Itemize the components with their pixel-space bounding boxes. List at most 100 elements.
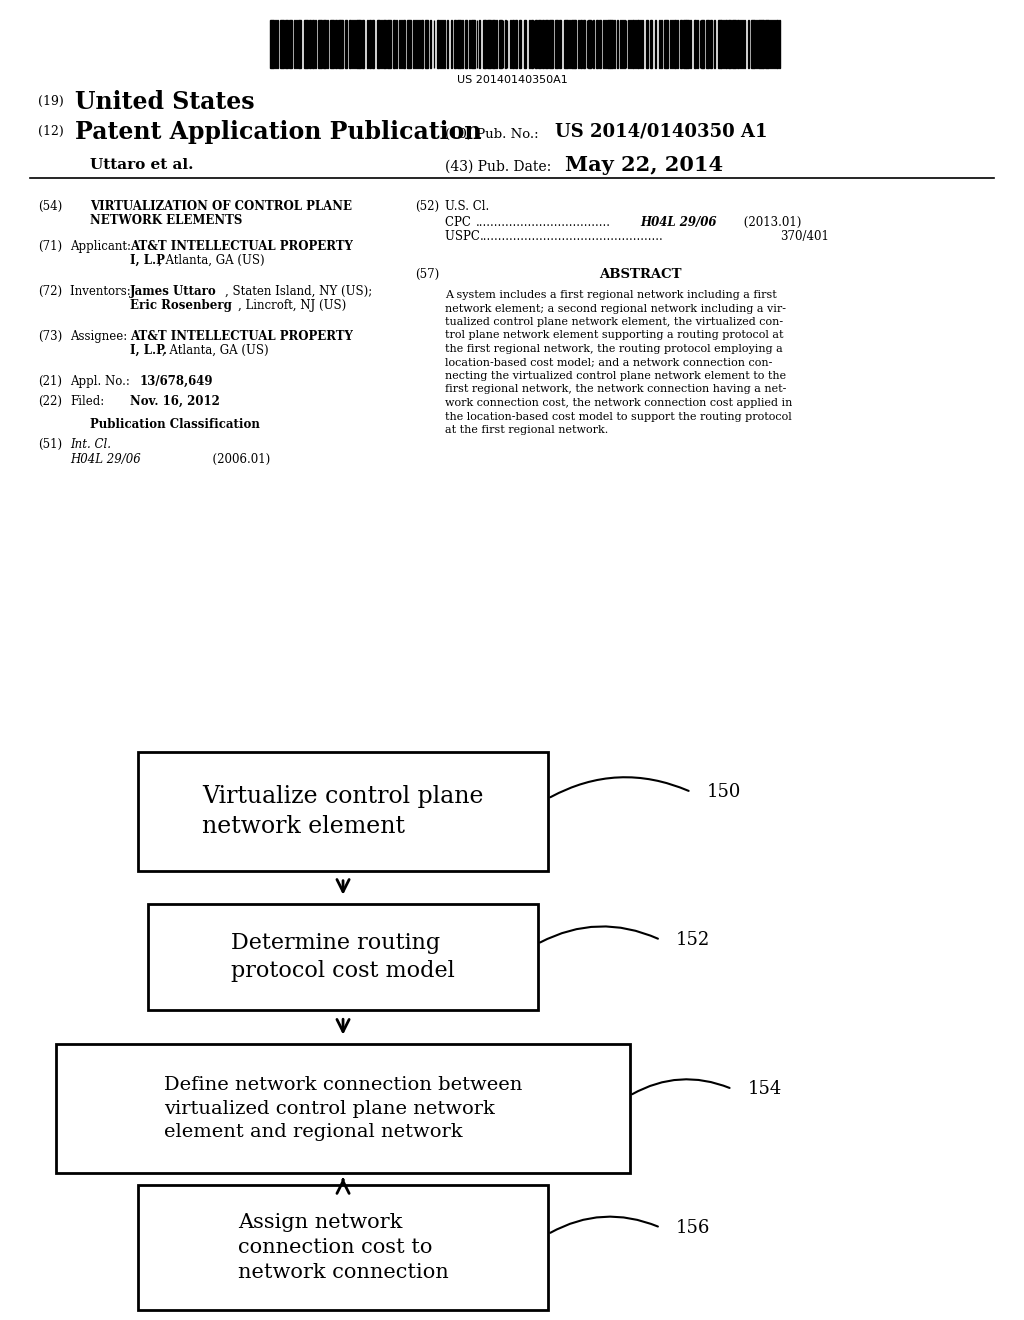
Text: trol plane network element supporting a routing protocol at: trol plane network element supporting a … — [445, 330, 783, 341]
Text: (43) Pub. Date:: (43) Pub. Date: — [445, 160, 551, 174]
Bar — [398, 20, 400, 69]
Text: AT&T INTELLECTUAL PROPERTY: AT&T INTELLECTUAL PROPERTY — [130, 240, 353, 253]
Bar — [425, 20, 428, 69]
Bar — [672, 20, 674, 69]
Bar — [607, 20, 609, 69]
Bar — [588, 20, 591, 69]
Bar — [690, 20, 691, 69]
Text: I, L.P: I, L.P — [130, 253, 165, 267]
Text: (54): (54) — [38, 201, 62, 213]
Text: Int. Cl.: Int. Cl. — [70, 438, 111, 451]
Text: A system includes a first regional network including a first: A system includes a first regional netwo… — [445, 290, 777, 300]
Bar — [714, 20, 716, 69]
Text: the first regional network, the routing protocol employing a: the first regional network, the routing … — [445, 345, 782, 354]
Bar — [694, 20, 696, 69]
Bar — [674, 20, 676, 69]
Text: 156: 156 — [676, 1218, 711, 1237]
Bar — [776, 20, 778, 69]
Text: H04L 29/06: H04L 29/06 — [70, 453, 140, 466]
Bar — [479, 20, 480, 69]
Bar — [138, 1185, 548, 1309]
Text: Appl. No.:: Appl. No.: — [70, 375, 133, 388]
Text: (2013.01): (2013.01) — [740, 216, 802, 228]
Bar — [312, 20, 313, 69]
Text: Define network connection between
virtualized control plane network
element and : Define network connection between virtua… — [164, 1076, 522, 1142]
Bar — [493, 20, 495, 69]
Text: Inventors:: Inventors: — [70, 285, 134, 298]
Bar — [707, 20, 709, 69]
Bar — [680, 20, 682, 69]
Bar — [421, 20, 424, 69]
Bar — [359, 20, 360, 69]
Text: Applicant:: Applicant: — [70, 240, 135, 253]
Text: tualized control plane network element, the virtualized con-: tualized control plane network element, … — [445, 317, 783, 327]
Bar — [523, 20, 526, 69]
Bar — [403, 20, 404, 69]
Text: , Atlanta, GA (US): , Atlanta, GA (US) — [162, 345, 268, 356]
Bar — [778, 20, 780, 69]
Text: Determine routing
protocol cost model: Determine routing protocol cost model — [231, 932, 455, 982]
Text: network element; a second regional network including a vir-: network element; a second regional netwo… — [445, 304, 786, 314]
Bar — [536, 20, 537, 69]
Bar — [539, 20, 541, 69]
Bar — [419, 20, 420, 69]
Bar — [759, 20, 763, 69]
Text: 152: 152 — [676, 931, 710, 949]
Bar — [630, 20, 631, 69]
Text: work connection cost, the network connection cost applied in: work connection cost, the network connec… — [445, 399, 793, 408]
Text: U.S. Cl.: U.S. Cl. — [445, 201, 489, 213]
Bar — [330, 20, 334, 69]
Bar — [610, 20, 613, 69]
Bar — [372, 20, 374, 69]
Bar — [290, 20, 292, 69]
Bar — [309, 20, 310, 69]
Text: at the first regional network.: at the first regional network. — [445, 425, 608, 436]
Bar — [286, 20, 288, 69]
Bar — [298, 20, 301, 69]
Bar — [487, 20, 488, 69]
Bar — [276, 20, 279, 69]
Bar — [646, 20, 648, 69]
Bar — [599, 20, 600, 69]
Bar — [148, 904, 538, 1010]
Bar — [718, 20, 721, 69]
Text: May 22, 2014: May 22, 2014 — [565, 154, 723, 176]
Text: (73): (73) — [38, 330, 62, 343]
Bar — [664, 20, 668, 69]
Text: (72): (72) — [38, 285, 62, 298]
Bar — [499, 20, 502, 69]
Bar — [564, 20, 568, 69]
Text: 13/678,649: 13/678,649 — [140, 375, 213, 388]
Bar — [605, 20, 606, 69]
Text: , Atlanta, GA (US): , Atlanta, GA (US) — [158, 253, 264, 267]
Text: Filed:: Filed: — [70, 395, 104, 408]
Bar — [437, 20, 439, 69]
Text: AT&T INTELLECTUAL PROPERTY: AT&T INTELLECTUAL PROPERTY — [130, 330, 353, 343]
Bar — [654, 20, 656, 69]
Bar — [340, 20, 343, 69]
Bar — [303, 20, 307, 69]
Text: .................................................: ........................................… — [480, 230, 664, 243]
Bar — [56, 1044, 630, 1173]
Text: VIRTUALIZATION OF CONTROL PLANE: VIRTUALIZATION OF CONTROL PLANE — [90, 201, 352, 213]
Bar — [370, 20, 371, 69]
Bar — [701, 20, 703, 69]
Text: Nov. 16, 2012: Nov. 16, 2012 — [130, 395, 220, 408]
Bar — [581, 20, 582, 69]
Text: Uttaro et al.: Uttaro et al. — [90, 158, 194, 172]
Text: necting the virtualized control plane network element to the: necting the virtualized control plane ne… — [445, 371, 786, 381]
Bar — [317, 20, 322, 69]
Text: (22): (22) — [38, 395, 62, 408]
Bar — [466, 20, 467, 69]
Text: US 20140140350A1: US 20140140350A1 — [457, 75, 567, 84]
Text: ABSTRACT: ABSTRACT — [599, 268, 681, 281]
Bar — [677, 20, 678, 69]
Bar — [387, 20, 391, 69]
Bar — [356, 20, 358, 69]
Bar — [383, 20, 386, 69]
Bar — [632, 20, 634, 69]
Bar — [752, 20, 756, 69]
Bar — [361, 20, 365, 69]
Bar — [710, 20, 713, 69]
Text: , Lincroft, NJ (US): , Lincroft, NJ (US) — [238, 300, 346, 312]
